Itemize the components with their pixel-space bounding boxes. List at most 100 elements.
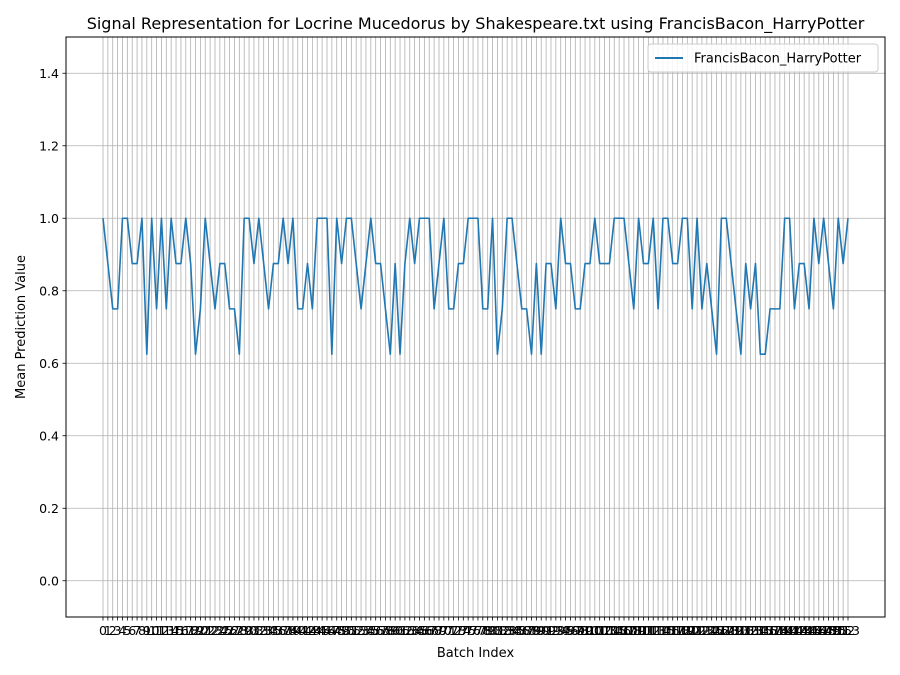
x-tick-label: 152 — [831, 623, 855, 638]
x-tick-label: 7 — [133, 623, 141, 638]
x-tick-label: 31 — [246, 623, 262, 638]
x-tick-label: 55 — [363, 623, 379, 638]
y-tick-label: 1.4 — [39, 66, 59, 81]
x-tick-label: 93 — [548, 623, 564, 638]
x-tick-label: 20 — [192, 623, 208, 638]
x-tick-label: 140 — [773, 623, 797, 638]
x-tick-label: 106 — [607, 623, 631, 638]
x-tick-label: 64 — [407, 623, 423, 638]
x-tick-label: 123 — [690, 623, 714, 638]
y-tick-label: 0.2 — [39, 501, 59, 516]
x-tick-label: 142 — [783, 623, 807, 638]
x-tick-label: 50 — [339, 623, 355, 638]
x-tick-label: 76 — [465, 623, 481, 638]
x-tick-label: 141 — [778, 623, 802, 638]
x-tick-label: 134 — [744, 623, 768, 638]
x-tick-label: 51 — [343, 623, 359, 638]
x-tick-label: 120 — [675, 623, 699, 638]
x-tick-label: 148 — [812, 623, 836, 638]
y-tick-label: 0.0 — [39, 573, 59, 588]
x-tick-label: 145 — [797, 623, 821, 638]
x-tick-label: 1 — [104, 623, 112, 638]
x-tick-label: 101 — [583, 623, 607, 638]
x-tick-label: 30 — [241, 623, 257, 638]
x-tick-label: 5 — [123, 623, 131, 638]
x-tick-label: 68 — [426, 623, 442, 638]
y-tick-label: 0.8 — [39, 283, 59, 298]
x-tick-label: 63 — [402, 623, 418, 638]
x-tick-label: 115 — [651, 623, 675, 638]
x-tick-label: 57 — [373, 623, 389, 638]
x-tick-label: 135 — [748, 623, 772, 638]
x-tick-label: 65 — [412, 623, 428, 638]
x-tick-label: 78 — [475, 623, 491, 638]
x-tick-label: 43 — [304, 623, 320, 638]
x-tick-label: 100 — [578, 623, 602, 638]
x-tick-label: 86 — [514, 623, 530, 638]
x-tick-label: 104 — [597, 623, 621, 638]
x-tick-label: 45 — [314, 623, 330, 638]
x-tick-label: 128 — [714, 623, 738, 638]
x-tick-label: 124 — [695, 623, 719, 638]
x-tick-label: 14 — [163, 623, 179, 638]
x-tick-label: 96 — [562, 623, 578, 638]
x-tick-label: 147 — [807, 623, 831, 638]
x-tick-label: 139 — [768, 623, 792, 638]
x-tick-label: 19 — [188, 623, 204, 638]
x-tick-label: 66 — [416, 623, 432, 638]
x-tick-label: 121 — [680, 623, 704, 638]
x-tick-label: 28 — [231, 623, 247, 638]
legend-label: FrancisBacon_HarryPotter — [694, 52, 862, 67]
x-tick-label: 144 — [792, 623, 816, 638]
x-tick-label: 2 — [109, 623, 117, 638]
x-tick-label: 127 — [709, 623, 733, 638]
x-tick-label: 58 — [377, 623, 393, 638]
x-tick-label: 15 — [168, 623, 184, 638]
x-tick-label: 38 — [280, 623, 296, 638]
x-tick-label: 74 — [455, 623, 471, 638]
x-tick-label: 98 — [572, 623, 588, 638]
x-tick-label: 80 — [485, 623, 501, 638]
x-tick-label: 133 — [739, 623, 763, 638]
x-tick-label: 107 — [612, 623, 636, 638]
x-tick-label: 111 — [632, 623, 656, 638]
x-tick-label: 114 — [646, 623, 670, 638]
x-tick-label: 72 — [446, 623, 462, 638]
x-tick-label: 112 — [636, 623, 660, 638]
x-tick-label: 102 — [588, 623, 612, 638]
x-tick-label: 130 — [724, 623, 748, 638]
series-line — [102, 217, 849, 355]
x-tick-label: 75 — [460, 623, 476, 638]
x-tick-label: 25 — [217, 623, 233, 638]
plot-frame — [65, 36, 886, 618]
ticks-layer: 0.00.20.40.60.81.01.21.40123456789101112… — [39, 66, 860, 638]
x-tick-label: 117 — [661, 623, 685, 638]
x-tick-label: 10 — [144, 623, 160, 638]
legend-box — [647, 43, 879, 73]
x-tick-label: 85 — [509, 623, 525, 638]
x-tick-label: 29 — [236, 623, 252, 638]
x-tick-label: 56 — [368, 623, 384, 638]
x-tick-label: 9 — [143, 623, 151, 638]
x-tick-label: 138 — [763, 623, 787, 638]
x-tick-label: 95 — [558, 623, 574, 638]
x-tick-label: 73 — [451, 623, 467, 638]
y-tick-label: 0.4 — [39, 428, 59, 443]
x-tick-label: 110 — [627, 623, 651, 638]
x-tick-label: 0 — [99, 623, 107, 638]
x-tick-label: 83 — [499, 623, 515, 638]
x-tick-label: 116 — [656, 623, 680, 638]
legend: FrancisBacon_HarryPotter — [647, 43, 879, 73]
x-tick-label: 131 — [729, 623, 753, 638]
x-tick-label: 67 — [421, 623, 437, 638]
x-tick-label: 32 — [251, 623, 267, 638]
x-tick-label: 34 — [261, 623, 277, 638]
series-layer — [102, 217, 849, 355]
x-tick-label: 3 — [114, 623, 122, 638]
x-tick-label: 99 — [577, 623, 593, 638]
x-tick-label: 92 — [543, 623, 559, 638]
y-axis-label: Mean Prediction Value — [14, 255, 29, 399]
chart-title: Signal Representation for Locrine Mucedo… — [87, 14, 865, 34]
